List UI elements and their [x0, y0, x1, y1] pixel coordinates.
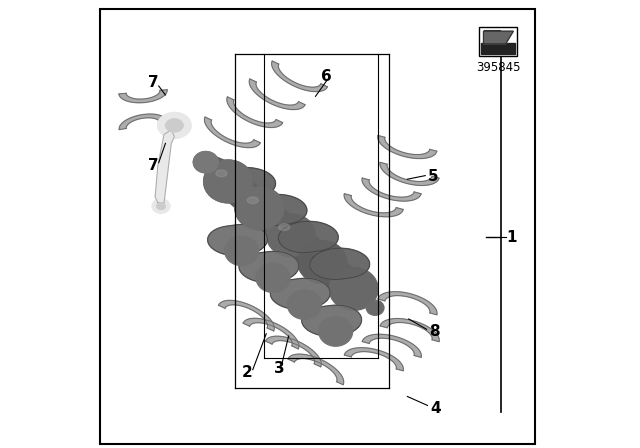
Polygon shape — [207, 224, 268, 256]
Polygon shape — [119, 90, 167, 103]
Text: 8: 8 — [429, 324, 440, 339]
Ellipse shape — [157, 202, 165, 210]
Polygon shape — [288, 354, 344, 385]
Polygon shape — [378, 135, 436, 159]
Ellipse shape — [235, 187, 284, 230]
Polygon shape — [344, 348, 403, 371]
Ellipse shape — [329, 267, 378, 310]
Polygon shape — [362, 334, 421, 358]
Polygon shape — [380, 319, 439, 342]
Ellipse shape — [165, 119, 184, 132]
Ellipse shape — [298, 241, 347, 284]
Polygon shape — [155, 130, 174, 202]
Polygon shape — [271, 61, 328, 92]
Polygon shape — [205, 152, 228, 201]
Ellipse shape — [193, 151, 218, 173]
Bar — [481, 43, 515, 54]
Polygon shape — [310, 248, 370, 280]
Text: 6: 6 — [321, 69, 332, 84]
Polygon shape — [278, 221, 339, 253]
Polygon shape — [378, 292, 437, 315]
Ellipse shape — [266, 214, 316, 257]
Text: 5: 5 — [428, 169, 438, 185]
Ellipse shape — [287, 290, 321, 319]
Polygon shape — [362, 178, 421, 201]
Polygon shape — [301, 305, 362, 336]
Ellipse shape — [204, 160, 253, 203]
Ellipse shape — [204, 160, 253, 203]
Ellipse shape — [225, 236, 259, 266]
Polygon shape — [239, 251, 299, 283]
Polygon shape — [380, 162, 439, 185]
Ellipse shape — [193, 151, 218, 173]
Text: 395845: 395845 — [476, 60, 520, 74]
Text: 7: 7 — [148, 75, 159, 90]
Ellipse shape — [278, 224, 290, 231]
Ellipse shape — [152, 199, 170, 213]
Polygon shape — [484, 31, 513, 44]
Polygon shape — [216, 168, 276, 199]
Polygon shape — [228, 162, 260, 228]
Polygon shape — [218, 300, 275, 331]
Ellipse shape — [235, 187, 284, 230]
Ellipse shape — [157, 112, 191, 138]
Bar — [479, 27, 517, 56]
Polygon shape — [247, 194, 307, 226]
Polygon shape — [249, 79, 305, 110]
Polygon shape — [266, 336, 321, 367]
Ellipse shape — [366, 300, 384, 315]
Polygon shape — [270, 278, 330, 310]
Ellipse shape — [319, 317, 353, 346]
Text: 1: 1 — [506, 230, 516, 245]
Text: 3: 3 — [275, 361, 285, 376]
Text: 7: 7 — [148, 158, 159, 173]
Text: 4: 4 — [430, 401, 441, 416]
Polygon shape — [119, 114, 167, 129]
Polygon shape — [227, 97, 283, 128]
Polygon shape — [322, 242, 354, 309]
Polygon shape — [291, 215, 323, 282]
Polygon shape — [204, 117, 260, 148]
Polygon shape — [243, 318, 299, 349]
Ellipse shape — [256, 263, 290, 293]
Polygon shape — [344, 194, 403, 217]
Ellipse shape — [247, 197, 259, 203]
Polygon shape — [259, 189, 291, 255]
Text: 2: 2 — [242, 365, 253, 380]
Ellipse shape — [216, 170, 227, 177]
